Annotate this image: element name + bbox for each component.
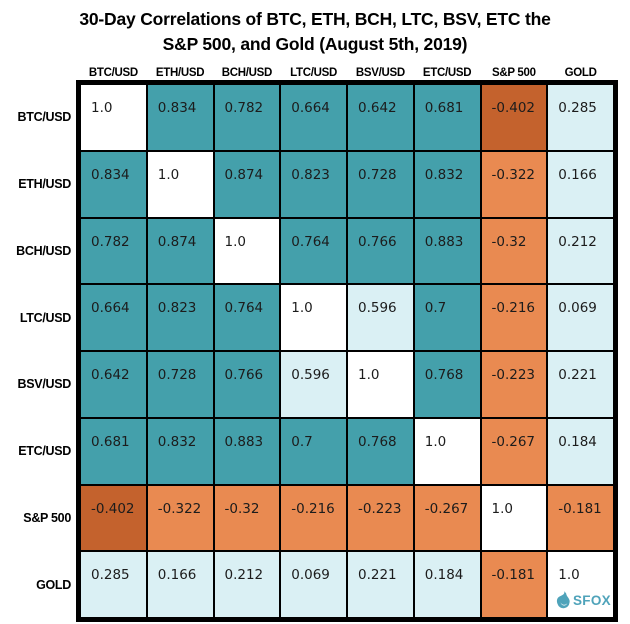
cell-6-1: -0.322	[146, 484, 214, 552]
row-label-0: BTC/USD	[17, 110, 72, 125]
cell-5-7: 0.184	[547, 417, 614, 485]
column-header-4: BSV/USD	[355, 67, 405, 79]
cell-3-0: 0.664	[80, 284, 147, 351]
cell-7-7: 1.0	[547, 551, 614, 618]
cell-5-0: 0.681	[80, 417, 147, 485]
column-header-0: BTC/USD	[88, 67, 138, 79]
row-label-5: ETC/USD	[18, 444, 71, 459]
cell-2-2: 1.0	[213, 217, 281, 285]
cell-1-3: 0.823	[280, 150, 347, 218]
cell-6-3: -0.216	[280, 484, 347, 552]
column-headers: BTC/USD ETH/USD BCH/USD LTC/USD BSV/USD ETC/U…	[80, 63, 614, 79]
cell-6-4: -0.223	[347, 484, 414, 552]
cell-5-2: 0.883	[213, 417, 281, 485]
row-label-7: GOLD	[36, 577, 71, 592]
cell-6-6: 1.0	[480, 484, 548, 552]
column-header-2: BCH/USD	[221, 67, 273, 79]
cell-1-7: 0.166	[547, 150, 614, 218]
cell-0-4: 0.642	[347, 84, 414, 151]
cell-5-1: 0.832	[146, 417, 214, 485]
cell-6-5: -0.267	[413, 484, 481, 552]
cell-5-4: 0.768	[347, 417, 414, 485]
cell-5-5: 1.0	[413, 417, 481, 485]
cell-4-2: 0.766	[213, 351, 281, 418]
cell-6-7: -0.181	[547, 484, 614, 552]
cell-0-2: 0.782	[213, 84, 281, 151]
chart-title: 30-Day Correlations of BTC, ETH, BCH, LT…	[0, 7, 630, 57]
cell-1-1: 1.0	[146, 150, 214, 218]
cell-7-6: -0.181	[480, 551, 548, 618]
cell-0-3: 0.664	[280, 84, 347, 151]
cell-0-1: 0.834	[146, 84, 214, 151]
cell-1-4: 0.728	[347, 150, 414, 218]
cell-4-0: 0.642	[80, 351, 147, 418]
cell-2-6: -0.32	[480, 217, 548, 285]
cell-2-5: 0.883	[413, 217, 481, 285]
cell-3-1: 0.823	[146, 284, 214, 351]
row-labels: BTC/USD ETH/USD BCH/USD LTC/USD BSV/USD ETC/U…	[0, 84, 71, 618]
chart-title-line2: S&P 500, and Gold (August 5th, 2019)	[162, 34, 468, 54]
cell-7-0: 0.285	[80, 551, 147, 618]
cell-6-2: -0.32	[213, 484, 281, 552]
cell-2-4: 0.766	[347, 217, 414, 285]
cell-1-2: 0.874	[213, 150, 281, 218]
cell-3-3: 1.0	[280, 284, 347, 351]
row-label-2: BCH/USD	[16, 243, 71, 258]
row-label-3: LTC/USD	[19, 310, 71, 325]
cell-1-0: 0.834	[80, 150, 147, 218]
cell-4-1: 0.728	[146, 351, 214, 418]
cell-3-4: 0.596	[347, 284, 414, 351]
column-header-7: GOLD	[564, 67, 597, 79]
cell-7-4: 0.221	[347, 551, 414, 618]
cell-3-2: 0.764	[213, 284, 281, 351]
row-label-1: ETH/USD	[18, 177, 71, 192]
cell-4-4: 1.0	[347, 351, 414, 418]
cell-1-6: -0.322	[480, 150, 548, 218]
cell-5-3: 0.7	[280, 417, 347, 485]
cell-2-7: 0.212	[547, 217, 614, 285]
cell-0-7: 0.285	[547, 84, 614, 151]
cell-4-6: -0.223	[480, 351, 548, 418]
sfox-logo-text: SFOX	[573, 593, 611, 608]
cell-7-2: 0.212	[213, 551, 281, 618]
chart-title-line1: 30-Day Correlations of BTC, ETH, BCH, LT…	[79, 9, 551, 29]
column-header-6: S&P 500	[492, 67, 536, 79]
cell-1-5: 0.832	[413, 150, 481, 218]
cell-3-5: 0.7	[413, 284, 481, 351]
cell-4-5: 0.768	[413, 351, 481, 418]
cell-5-6: -0.267	[480, 417, 548, 485]
cell-7-3: 0.069	[280, 551, 347, 618]
cell-0-5: 0.681	[413, 84, 481, 151]
cell-7-1: 0.166	[146, 551, 214, 618]
cell-3-6: -0.216	[480, 284, 548, 351]
cell-2-1: 0.874	[146, 217, 214, 285]
correlation-matrix: 1.0 0.834 0.782 0.664 0.642 0.681 -0.402 0.285 0…	[76, 80, 618, 622]
cell-0-0: 1.0	[80, 84, 147, 151]
cell-2-0: 0.782	[80, 217, 147, 285]
cell-6-0: -0.402	[80, 484, 147, 552]
sfox-fox-drop-icon	[556, 591, 571, 610]
cell-3-7: 0.069	[547, 284, 614, 351]
column-header-1: ETH/USD	[155, 67, 205, 79]
row-label-6: S&P 500	[23, 510, 71, 525]
cell-4-7: 0.221	[547, 351, 614, 418]
cell-4-3: 0.596	[280, 351, 347, 418]
cell-7-5: 0.184	[413, 551, 481, 618]
cell-2-3: 0.764	[280, 217, 347, 285]
sfox-logo: SFOX	[556, 591, 611, 610]
cell-0-6: -0.402	[480, 84, 548, 151]
row-label-4: BSV/USD	[17, 377, 72, 392]
column-header-3: LTC/USD	[290, 67, 338, 79]
column-header-5: ETC/USD	[422, 67, 472, 79]
